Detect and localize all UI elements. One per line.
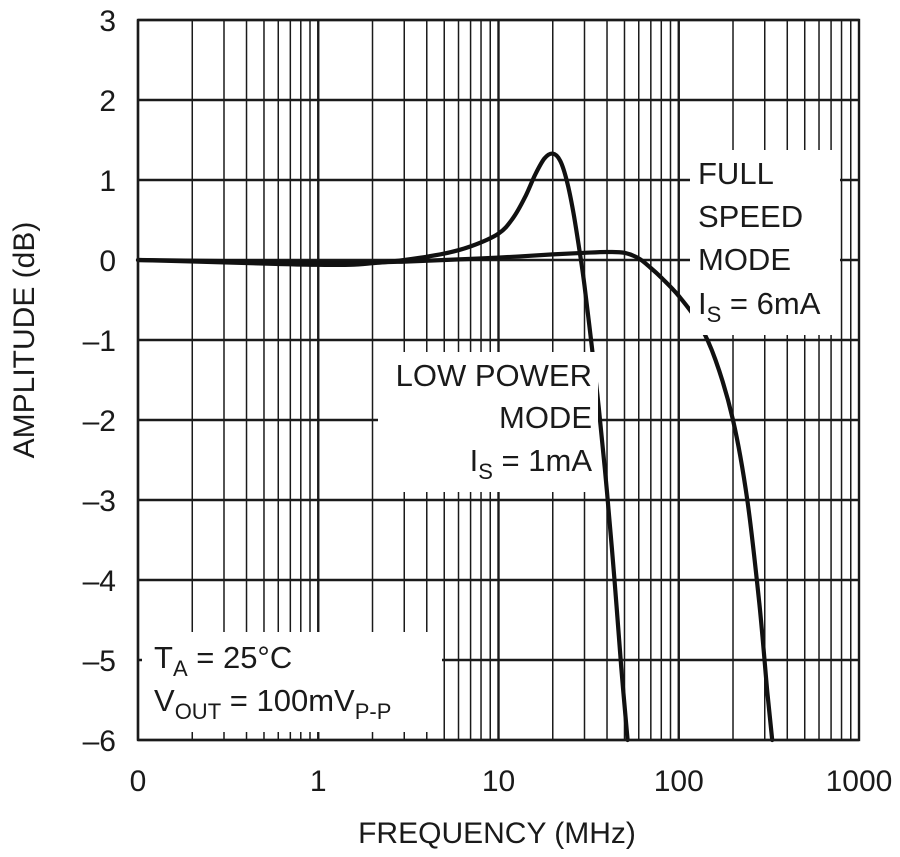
full-speed-line-1: FULL (698, 156, 774, 191)
conditions-label: TA = 25°C VOUT = 100mVP-P (142, 632, 442, 732)
x-tick-label: 0 (130, 765, 147, 798)
y-tick-label: 0 (99, 245, 116, 278)
full-speed-label: FULL SPEED MODE IS = 6mA (690, 150, 840, 335)
output-voltage: VOUT = 100mVP-P (154, 683, 391, 724)
y-tick-label: –6 (83, 725, 116, 758)
y-tick-label: –1 (83, 325, 116, 358)
y-tick-labels: 3 2 1 0 –1 –2 –3 –4 –5 –6 (83, 5, 116, 758)
full-speed-line-3: MODE (698, 242, 791, 277)
y-axis-title: AMPLITUDE (dB) (8, 222, 41, 459)
full-speed-line-2: SPEED (698, 199, 803, 234)
x-tick-label: 100 (654, 765, 704, 798)
y-tick-label: –2 (83, 405, 116, 438)
low-power-line-2: MODE (499, 400, 592, 435)
y-tick-label: –3 (83, 485, 116, 518)
y-tick-label: –5 (83, 645, 116, 678)
x-tick-label: 10 (482, 765, 515, 798)
y-tick-label: –4 (83, 565, 116, 598)
y-tick-label: 1 (99, 165, 116, 198)
x-axis-title: FREQUENCY (MHz) (358, 817, 636, 850)
y-tick-label: 2 (99, 85, 116, 118)
low-power-current: IS = 1mA (470, 443, 593, 484)
series-group (135, 151, 775, 743)
x-tick-label: 1000 (826, 765, 893, 798)
ambient-temperature: TA = 25°C (154, 640, 292, 681)
x-tick-labels: 0 1 10 100 1000 (130, 765, 893, 798)
y-tick-label: 3 (99, 5, 116, 38)
full-speed-current: IS = 6mA (698, 286, 821, 327)
series-line-full-speed (135, 249, 775, 743)
low-power-line-1: LOW POWER (396, 358, 592, 393)
low-power-label: LOW POWER MODE IS = 1mA (378, 352, 598, 492)
series-line-low-power (135, 151, 630, 743)
plot-frame (136, 18, 861, 742)
x-tick-label: 1 (310, 765, 327, 798)
